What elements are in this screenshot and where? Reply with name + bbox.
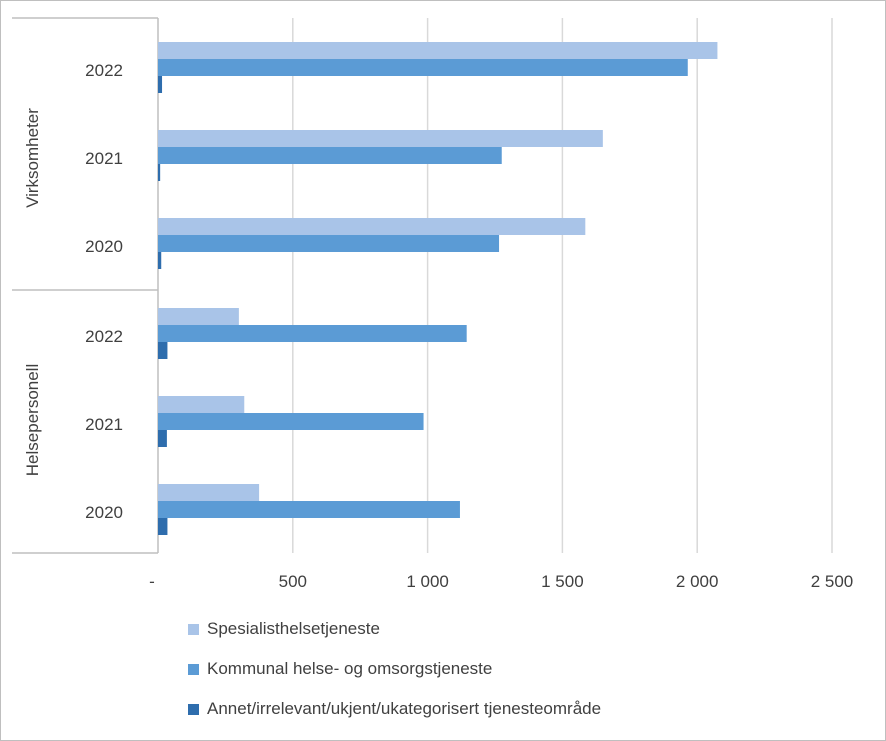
- legend-swatch: [188, 663, 199, 675]
- bar: [158, 518, 168, 535]
- legend-swatch: [188, 623, 199, 635]
- group-label: Virksomheter: [23, 108, 42, 208]
- legend-item: Annet/irrelevant/ukjent/ukategorisert tj…: [188, 698, 601, 720]
- bar: [158, 325, 467, 342]
- bar: [158, 76, 163, 93]
- category-label: 2020: [85, 237, 123, 256]
- x-tick-label: 500: [279, 572, 307, 591]
- bar: [158, 501, 460, 518]
- bar: [158, 147, 502, 164]
- x-tick-label: -: [149, 572, 155, 591]
- legend-label: Kommunal helse- og omsorgstjeneste: [207, 659, 493, 678]
- bar: [158, 235, 500, 252]
- category-label: 2021: [85, 415, 123, 434]
- bar: [158, 42, 718, 59]
- group-label: Helsepersonell: [23, 364, 42, 476]
- bar: [158, 413, 424, 430]
- x-tick-label: 1 500: [541, 572, 584, 591]
- chart-legend: Spesialisthelsetjeneste Kommunal helse- o…: [188, 618, 601, 738]
- category-label: 2022: [85, 327, 123, 346]
- bar: [158, 430, 167, 447]
- bar: [158, 484, 260, 501]
- category-label: 2020: [85, 503, 123, 522]
- legend-label: Spesialisthelsetjeneste: [207, 619, 380, 638]
- bar: [158, 218, 586, 235]
- bar: [158, 164, 161, 181]
- category-label: 2021: [85, 149, 123, 168]
- bar: [158, 130, 603, 147]
- bar: [158, 252, 162, 269]
- legend-item: Spesialisthelsetjeneste: [188, 618, 601, 640]
- bar: [158, 59, 688, 76]
- x-tick-label: 2 500: [811, 572, 854, 591]
- legend-label: Annet/irrelevant/ukjent/ukategorisert tj…: [207, 699, 602, 718]
- category-label: 2022: [85, 61, 123, 80]
- bar: [158, 308, 239, 325]
- legend-swatch: [188, 703, 199, 715]
- bar: [158, 396, 245, 413]
- bar: [158, 342, 168, 359]
- x-tick-label: 2 000: [676, 572, 719, 591]
- bar-chart: 2022 2021 2020 Virksomheter 2022 2021 2020 Hels…: [12, 17, 854, 591]
- x-tick-label: 1 000: [406, 572, 449, 591]
- legend-item: Kommunal helse- og omsorgstjeneste: [188, 658, 601, 680]
